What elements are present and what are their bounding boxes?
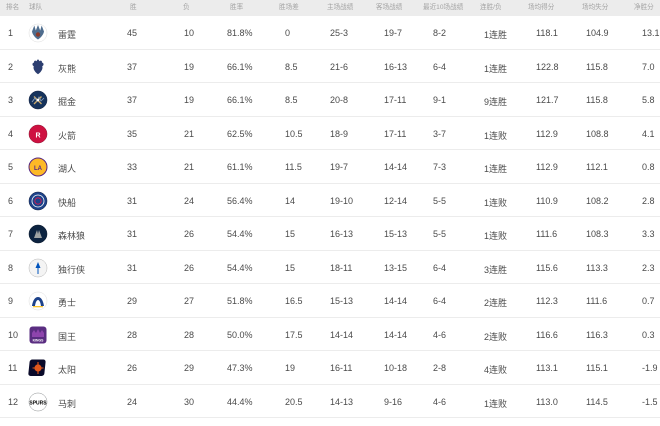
svg-text:KINGS: KINGS [33, 338, 44, 342]
svg-text:LA: LA [34, 166, 43, 172]
svg-text:R: R [35, 132, 40, 139]
svg-text:SPURS: SPURS [29, 400, 47, 406]
